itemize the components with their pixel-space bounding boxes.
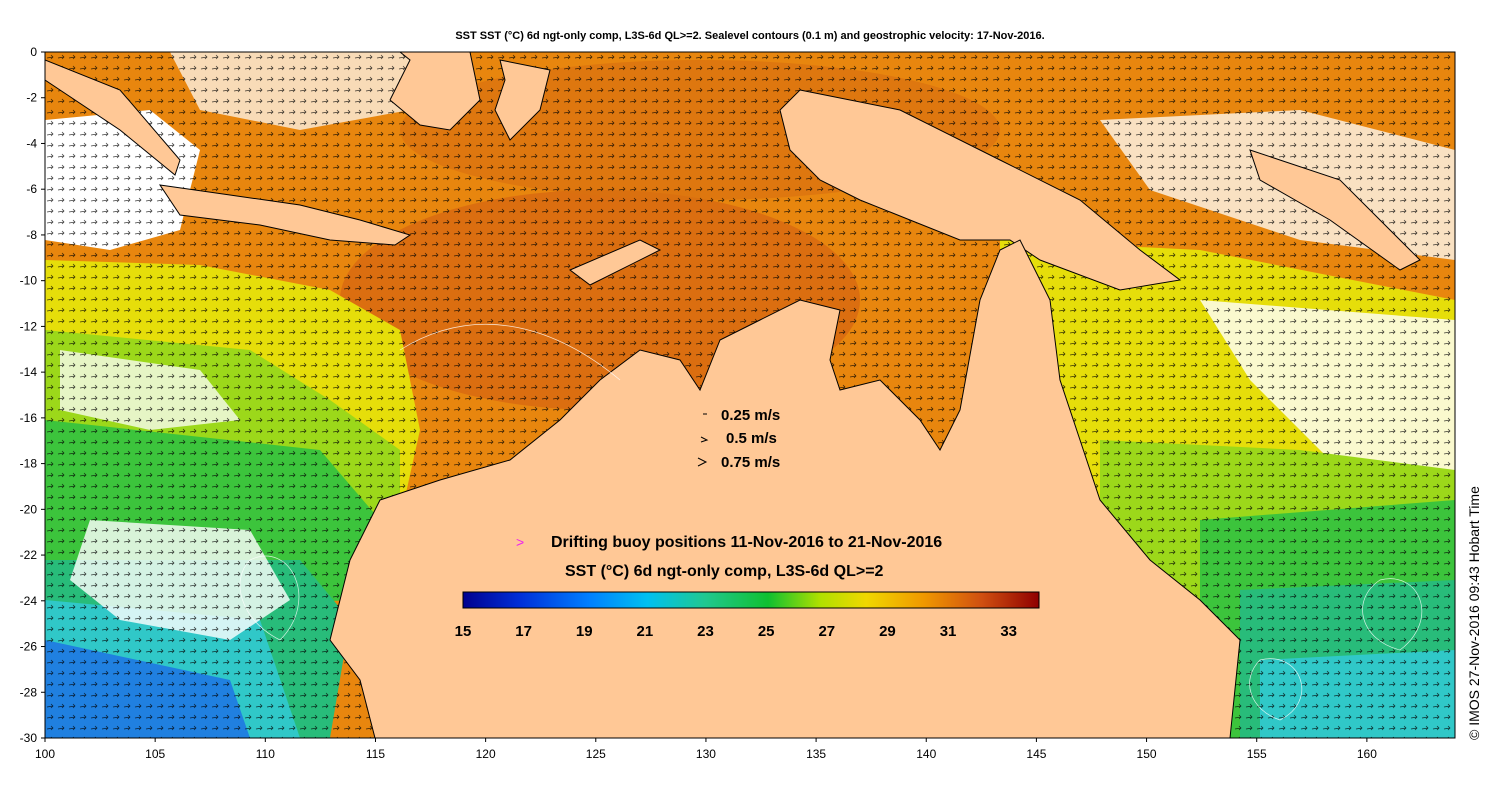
land <box>45 52 1421 738</box>
java <box>158 184 412 246</box>
colorbar-tick-label: 25 <box>758 623 775 640</box>
y-tick-label: -18 <box>20 457 38 471</box>
x-tick-label: 125 <box>586 747 606 761</box>
colorbar-tick-label: 29 <box>879 623 896 640</box>
map-title: SST SST (°C) 6d ngt-only comp, L3S-6d QL… <box>455 30 1045 42</box>
colorbar-tick-label: 23 <box>697 623 714 640</box>
colorbar-ticks: 15 17 19 21 23 25 27 29 31 33 <box>455 623 1017 640</box>
sealevel-contours <box>239 323 1423 721</box>
x-tick-label: 130 <box>696 747 716 761</box>
colorbar-tick-label: 31 <box>940 623 957 640</box>
timor <box>569 239 662 286</box>
y-tick-label: 0 <box>30 45 37 59</box>
colorbar-tick-label: 33 <box>1000 623 1017 640</box>
y-tick-label: -14 <box>20 365 38 379</box>
y-tick-label: -24 <box>20 594 38 608</box>
x-tick-label: 120 <box>476 747 496 761</box>
colorbar-tick-label: 27 <box>818 623 835 640</box>
x-tick-label: 160 <box>1357 747 1377 761</box>
x-tick-label: 145 <box>1026 747 1046 761</box>
velocity-arrow-05 <box>700 436 709 443</box>
y-tick-label: -30 <box>20 731 38 745</box>
y-tick-label: -16 <box>20 411 38 425</box>
y-tick-label: -8 <box>26 228 37 242</box>
velocity-arrow-075 <box>697 457 708 467</box>
x-tick-label: 150 <box>1137 747 1157 761</box>
borneo <box>389 52 481 131</box>
y-tick-label: -20 <box>20 502 38 516</box>
credit-text: © IMOS 27-Nov-2016 09:43 Hobart Time <box>1466 486 1482 740</box>
y-tick-label: -26 <box>20 640 38 654</box>
x-tick-label: 100 <box>35 747 55 761</box>
colorbar-tick-label: 17 <box>515 623 532 640</box>
velocity-label-05: 0.5 m/s <box>726 430 777 447</box>
y-tick-label: -2 <box>26 91 37 105</box>
buoy-marker: > <box>516 534 524 550</box>
colorbar-tick-label: 15 <box>455 623 472 640</box>
colorbar <box>462 591 1040 609</box>
sumatra <box>45 59 181 176</box>
solomon <box>1249 149 1421 271</box>
x-tick-label: 115 <box>366 747 385 761</box>
y-tick-label: -6 <box>26 182 37 196</box>
x-tick-label: 135 <box>806 747 826 761</box>
plot-area <box>45 52 1455 738</box>
colorbar-tick-label: 21 <box>637 623 654 640</box>
velocity-label-025: 0.25 m/s <box>721 407 780 424</box>
x-tick-label: 155 <box>1247 747 1267 761</box>
buoy-legend-text: Drifting buoy positions 11-Nov-2016 to 2… <box>551 534 942 551</box>
y-tick-label: -10 <box>20 274 38 288</box>
y-tick-label: -12 <box>20 319 38 333</box>
velocity-label-075: 0.75 m/s <box>721 454 780 471</box>
x-tick-label: 110 <box>256 747 275 761</box>
colorbar-tick-label: 19 <box>576 623 593 640</box>
x-tick-label: 105 <box>145 747 165 761</box>
y-axis: 0 -2 -4 -6 -8 -10 -12 -14 -16 -18 -20 -22 -24 -26 -28 -… <box>20 45 45 745</box>
y-tick-label: -4 <box>26 136 37 150</box>
y-tick-label: -28 <box>20 685 38 699</box>
colorbar-title: SST (°C) 6d ngt-only comp, L3S-6d QL>=2 <box>565 563 884 580</box>
sulawesi <box>494 59 551 141</box>
x-tick-label: 140 <box>916 747 936 761</box>
y-tick-label: -22 <box>20 548 38 562</box>
velocity-legend: 0.25 m/s 0.5 m/s 0.75 m/s <box>697 407 780 471</box>
australia <box>329 239 1241 738</box>
plot-frame <box>44 51 1456 739</box>
x-axis: 100 105 110 115 120 125 130 135 140 145 150 155 160 <box>35 738 1377 761</box>
